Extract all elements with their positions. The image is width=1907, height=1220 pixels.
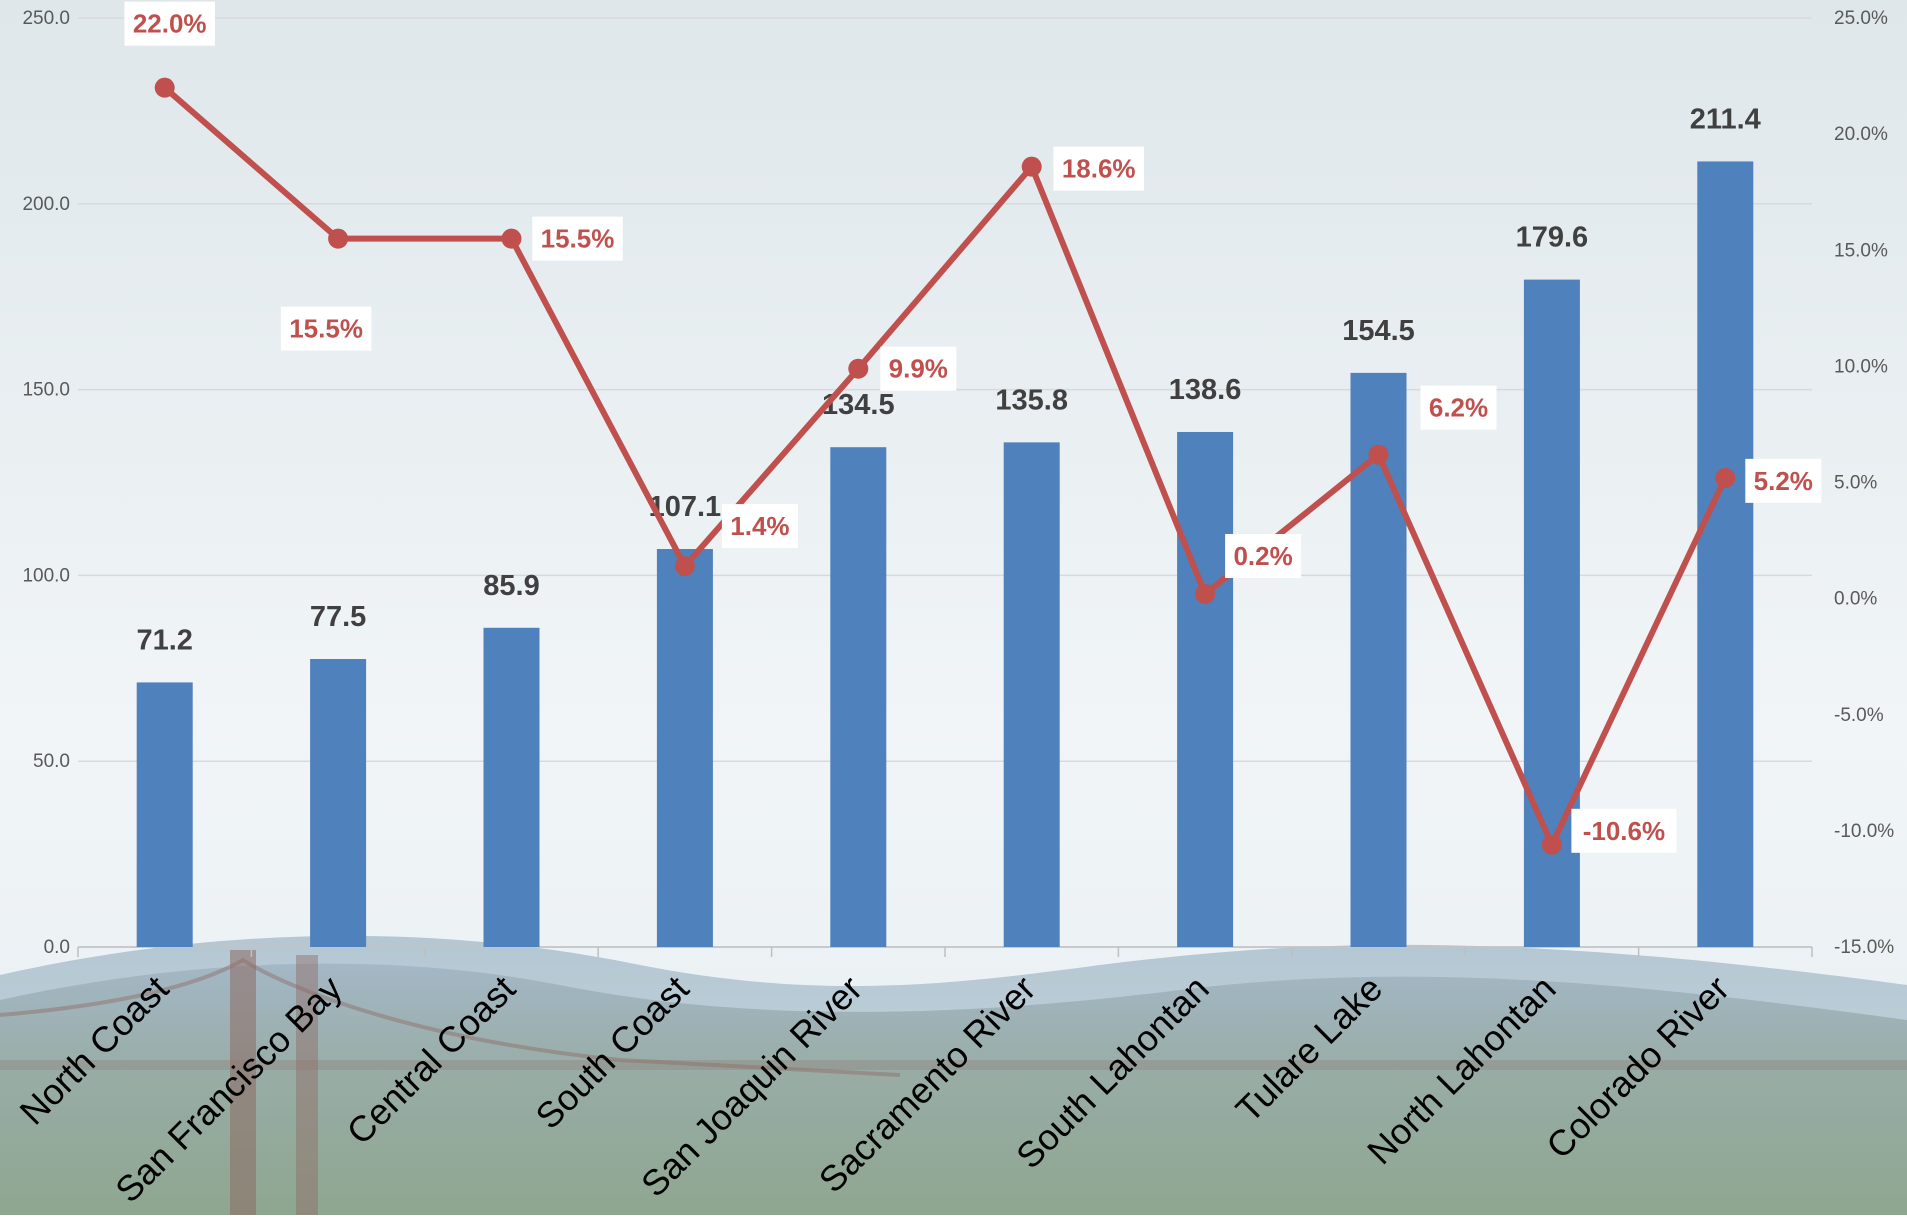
line-point <box>1195 583 1216 604</box>
line-series <box>154 77 1736 855</box>
bar-series <box>136 161 1754 947</box>
right-tick-label: -10.0% <box>1834 821 1894 842</box>
left-tick-label: 50.0 <box>33 751 70 772</box>
right-tick-label: 20.0% <box>1834 124 1888 145</box>
left-tick-label: 100.0 <box>22 565 70 586</box>
line-value-label: 22.0% <box>133 9 207 39</box>
left-tick-label: 250.0 <box>22 8 70 29</box>
line-value-label: 6.2% <box>1429 393 1488 423</box>
line-point <box>1021 156 1042 177</box>
left-tick-label: 150.0 <box>22 380 70 401</box>
bar <box>136 682 193 947</box>
bar-value-label: 135.8 <box>995 384 1068 416</box>
bar <box>656 549 713 947</box>
line-label-box <box>1053 146 1144 191</box>
bar <box>1003 442 1060 947</box>
bar <box>1177 431 1234 947</box>
line-point <box>501 228 522 249</box>
line-point <box>1368 444 1389 465</box>
line-path <box>162 85 1729 848</box>
right-tick-label: 10.0% <box>1834 356 1888 377</box>
line-point <box>1715 467 1736 488</box>
right-tick-label: 15.0% <box>1834 240 1888 261</box>
bar <box>1697 161 1754 947</box>
line-label-box <box>532 216 623 261</box>
line-value-label: 1.4% <box>730 511 789 541</box>
line-label-box <box>1745 458 1822 503</box>
line-value-label: 15.5% <box>289 314 363 344</box>
bar <box>483 627 540 947</box>
line-label-box <box>880 346 957 391</box>
right-tick-label: 25.0% <box>1834 8 1888 29</box>
line-label-box <box>1420 385 1497 430</box>
right-tick-label: -5.0% <box>1834 705 1884 726</box>
line-point <box>1541 834 1562 855</box>
line-label-box <box>1225 533 1302 578</box>
line-value-label: -10.6% <box>1583 816 1665 846</box>
line-label-box <box>721 504 798 549</box>
right-tick-label: 0.0% <box>1834 589 1877 610</box>
bar-value-label: 138.6 <box>1169 374 1242 406</box>
line-value-label: 0.2% <box>1233 541 1292 571</box>
line-value-label: 9.9% <box>889 354 948 384</box>
line-value-labels: 22.0% 15.5% 15.5% 1.4% 9.9% 18.6% 0.2% 6.2% -10.… <box>124 1 1822 853</box>
left-tick-label: 0.0 <box>44 937 70 958</box>
line-label-box <box>1571 808 1677 853</box>
bar-value-label: 179.6 <box>1516 222 1589 254</box>
line-point <box>848 358 869 379</box>
line-value-label: 18.6% <box>1062 154 1136 184</box>
line-point <box>154 77 175 98</box>
right-tick-label: -15.0% <box>1834 937 1894 958</box>
line-value-label: 15.5% <box>541 224 615 254</box>
bar-value-label: 211.4 <box>1690 103 1761 135</box>
line-value-label: 5.2% <box>1754 466 1813 496</box>
right-axis-ticks: -15.0% -10.0% -5.0% 0.0% 5.0% 10.0% 15.0% 20.0%… <box>1834 8 1894 958</box>
right-tick-label: 5.0% <box>1834 473 1877 494</box>
line-label-box <box>280 306 372 351</box>
left-tick-label: 200.0 <box>22 194 70 215</box>
bar-value-label: 71.2 <box>136 624 192 656</box>
bar-value-label: 85.9 <box>483 570 539 602</box>
bar <box>310 659 367 947</box>
bar-value-label: 77.5 <box>310 601 366 633</box>
line-label-box <box>124 1 215 46</box>
bar-value-label: 154.5 <box>1342 315 1415 347</box>
bar <box>830 447 887 947</box>
line-point <box>328 228 349 249</box>
line-point <box>674 556 695 577</box>
gridlines <box>77 17 1813 957</box>
left-axis-ticks: 0.0 50.0 100.0 150.0 200.0 250.0 <box>22 8 70 958</box>
